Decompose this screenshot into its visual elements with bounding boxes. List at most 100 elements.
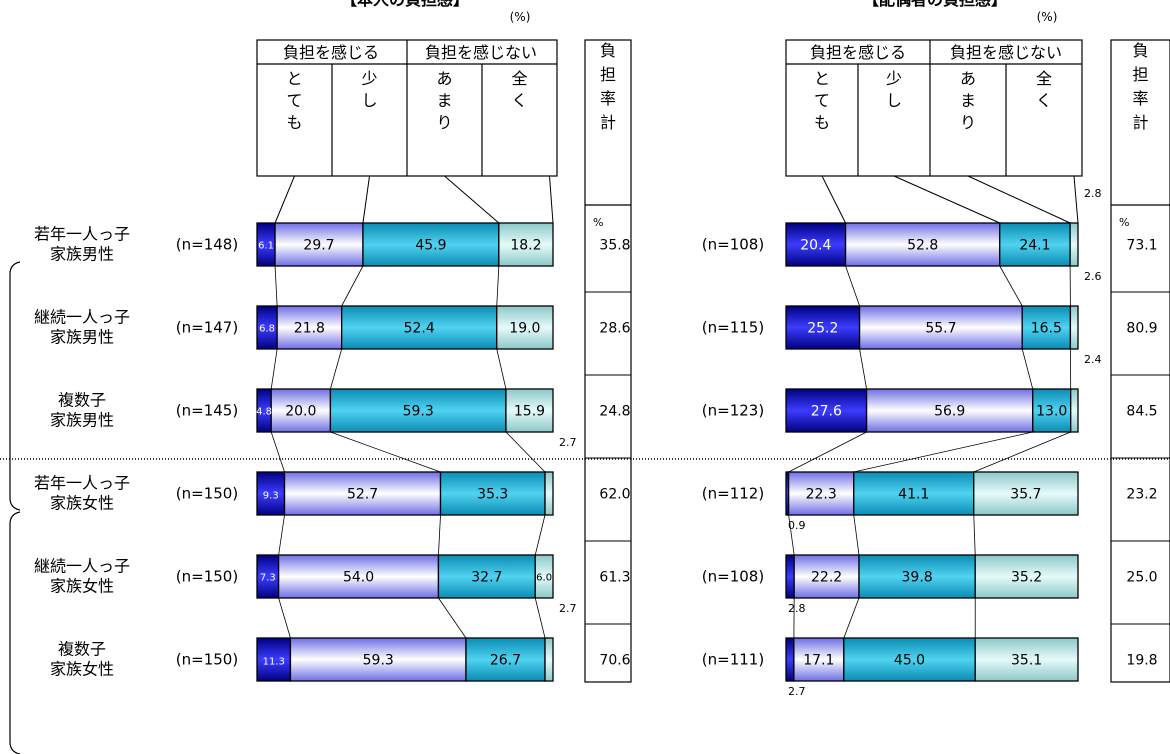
bar-segment-little — [793, 554, 860, 599]
bar-segment-notmuch — [853, 471, 975, 516]
bar-segment-little — [270, 388, 332, 433]
row-connector — [274, 265, 278, 307]
data-label: 39.8 — [902, 570, 933, 586]
bar-segment-notmuch — [858, 554, 976, 599]
bracket-female — [9, 511, 21, 754]
header-connector — [1073, 175, 1079, 224]
data-label-bg — [1083, 353, 1107, 366]
header-connector — [893, 175, 1000, 224]
data-label: 4.8 — [256, 407, 272, 418]
bar-segment-notmuch — [1032, 388, 1072, 433]
bar-segment-notatall — [505, 388, 554, 433]
data-label: 26.7 — [490, 653, 521, 669]
total-column — [584, 39, 632, 683]
header-connector — [362, 175, 370, 224]
category-header: 少し — [886, 69, 902, 110]
row-connector — [341, 265, 364, 307]
data-label: 18.2 — [510, 238, 541, 254]
data-label: 2.7 — [559, 602, 577, 615]
data-label: 0.9 — [788, 519, 806, 532]
row-connector — [496, 265, 500, 307]
total-value: 19.8 — [1126, 653, 1157, 669]
header-connector — [967, 175, 1071, 224]
row-connector — [973, 431, 1071, 473]
bar-segment-little — [276, 305, 343, 350]
total-value: 24.8 — [599, 404, 630, 420]
total-unit: % — [1119, 216, 1129, 229]
row-connector — [534, 597, 546, 639]
bar-segment-notatall — [1070, 388, 1079, 433]
bar-segment-notatall — [1069, 222, 1079, 267]
row-label-line1: 継続一人っ子 — [34, 308, 130, 327]
bar-segment-notatall — [498, 222, 554, 267]
bar-segment-notmuch — [437, 554, 536, 599]
row-connector — [278, 597, 291, 639]
data-label: 32.7 — [471, 570, 502, 586]
chart-title: 【配偶者の負担感】 — [863, 0, 1007, 9]
row-label-line2: 家族男性 — [50, 411, 114, 430]
data-label: 41.1 — [898, 487, 929, 503]
row-connector — [330, 431, 441, 473]
header-connector — [821, 175, 847, 224]
row-connector — [788, 431, 867, 473]
total-value: 35.8 — [599, 238, 630, 254]
bar-segment-notatall — [496, 305, 554, 350]
data-label: 17.1 — [803, 653, 834, 669]
data-label: 27.6 — [811, 404, 842, 420]
total-column — [1110, 39, 1170, 683]
data-label: 35.3 — [477, 487, 508, 503]
header-connector — [274, 175, 295, 224]
row-connector — [1021, 348, 1034, 390]
unit-label: (%) — [1037, 10, 1058, 24]
data-label: 45.0 — [894, 653, 925, 669]
data-label: 22.3 — [806, 487, 837, 503]
bar-segment-notmuch — [329, 388, 507, 433]
data-label: 59.3 — [403, 404, 434, 420]
data-label: 54.0 — [343, 570, 374, 586]
row-connector — [438, 597, 467, 639]
row-label-line2: 家族男性 — [50, 245, 114, 264]
total-value: 61.3 — [599, 570, 630, 586]
row-connector — [788, 514, 795, 556]
data-label: 2.7 — [788, 685, 806, 698]
sample-size: (n=115) — [702, 319, 764, 337]
data-label: 35.2 — [1011, 570, 1042, 586]
data-label: 15.9 — [514, 404, 545, 420]
category-header: 全く — [511, 69, 527, 110]
data-label-bg — [1083, 187, 1107, 200]
row-connector — [270, 431, 285, 473]
data-label: 52.8 — [907, 238, 938, 254]
data-label-bg — [558, 602, 582, 615]
header-connector — [444, 175, 500, 224]
chart-title: 【本人の負担感】 — [341, 0, 469, 9]
data-label: 13.0 — [1036, 404, 1067, 420]
data-label: 45.9 — [415, 238, 446, 254]
row-connector — [270, 348, 278, 390]
bar-segment-little — [793, 637, 845, 682]
total-value: 28.6 — [599, 321, 630, 337]
bar-segment-little — [289, 637, 467, 682]
row-label-line2: 家族女性 — [50, 494, 114, 513]
header-box — [785, 39, 1083, 177]
data-label: 20.4 — [800, 238, 831, 254]
row-label-line1: 若年一人っ子 — [34, 225, 130, 244]
bar-segment-notatall — [544, 637, 554, 682]
sample-size: (n=148) — [176, 236, 238, 254]
row-label-line2: 家族男性 — [50, 328, 114, 347]
bar-segment-notatall — [1069, 305, 1079, 350]
data-label: 22.2 — [811, 570, 842, 586]
data-label: 55.7 — [925, 321, 956, 337]
data-label-bg — [787, 602, 811, 615]
data-label: 29.7 — [303, 238, 334, 254]
sample-size: (n=112) — [702, 485, 764, 503]
data-label: 7.3 — [260, 573, 276, 584]
data-label: 2.7 — [559, 436, 577, 449]
sample-size: (n=111) — [702, 651, 764, 669]
data-label: 19.0 — [509, 321, 540, 337]
data-label-bg — [787, 519, 811, 532]
bar-segment-notmuch — [465, 637, 546, 682]
total-value: 70.6 — [599, 653, 630, 669]
row-label-line1: 継続一人っ子 — [34, 557, 130, 576]
bar-segment-very — [785, 637, 795, 682]
sample-size: (n=145) — [176, 402, 238, 420]
